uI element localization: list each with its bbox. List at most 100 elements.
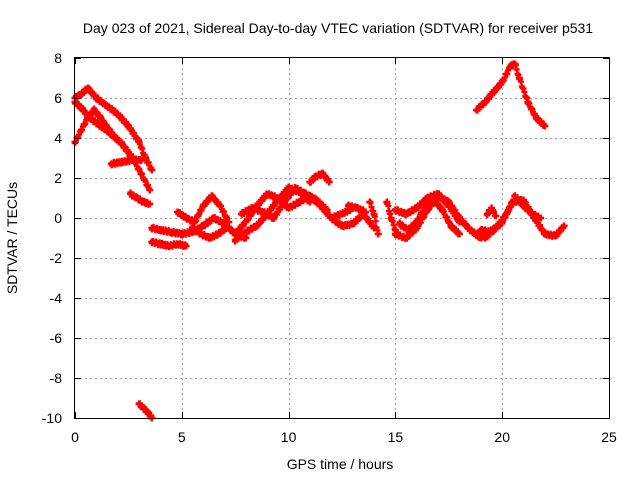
data-point <box>541 122 549 130</box>
data-point <box>231 236 239 244</box>
data-point <box>92 94 100 102</box>
y-tick-label: -10 <box>42 410 62 426</box>
data-marks <box>71 60 568 422</box>
data-point <box>312 196 320 204</box>
data-point <box>208 192 216 200</box>
data-point <box>206 234 214 242</box>
data-point <box>413 204 421 212</box>
series-arc-25 <box>473 60 549 130</box>
data-point <box>366 198 374 206</box>
data-point <box>402 210 410 218</box>
series-arc-23 <box>477 192 545 237</box>
data-point <box>137 170 145 178</box>
data-point <box>263 210 271 218</box>
data-point <box>107 160 115 168</box>
data-point <box>524 98 532 106</box>
data-point <box>285 204 293 212</box>
data-point <box>361 208 369 216</box>
data-point <box>112 134 120 142</box>
data-point <box>223 224 231 232</box>
data-point <box>306 198 314 206</box>
data-point <box>391 206 399 214</box>
data-point <box>421 202 429 210</box>
series-arc-17 <box>366 198 382 238</box>
data-point <box>167 228 175 236</box>
data-point <box>114 110 122 118</box>
data-point <box>214 230 222 238</box>
data-point <box>338 210 346 218</box>
data-point <box>532 114 540 122</box>
data-point <box>197 230 205 238</box>
data-point <box>312 172 320 180</box>
y-axis-label: SDTVAR / TECUs <box>4 182 20 294</box>
data-point <box>146 186 154 194</box>
data-point <box>285 184 293 192</box>
data-point <box>325 178 333 186</box>
data-point <box>135 138 143 146</box>
data-point <box>323 206 331 214</box>
data-point <box>97 114 105 122</box>
data-point <box>137 156 145 164</box>
data-point <box>306 178 314 186</box>
series-arc-14 <box>306 169 333 186</box>
data-point <box>148 224 156 232</box>
x-tick-label: 0 <box>71 429 79 445</box>
data-point <box>225 218 233 226</box>
data-point <box>445 202 453 210</box>
series-arc-9 <box>174 192 233 226</box>
x-tick-label: 5 <box>178 429 186 445</box>
series-arc-5 <box>127 189 154 208</box>
series-arc-20 <box>391 190 463 226</box>
data-point <box>396 220 404 228</box>
data-point <box>455 230 463 238</box>
data-point <box>295 198 303 206</box>
data-point <box>84 84 92 92</box>
data-point <box>477 226 485 234</box>
data-point <box>374 230 382 238</box>
data-point <box>148 238 156 246</box>
data-point <box>178 230 186 238</box>
data-point <box>139 198 147 206</box>
data-point <box>447 222 455 230</box>
data-point <box>541 230 549 238</box>
series-arc-18 <box>383 198 399 234</box>
data-point <box>511 192 519 200</box>
data-point <box>191 218 199 226</box>
data-point <box>502 210 510 218</box>
data-point <box>319 170 327 178</box>
x-axis-label: GPS time / hours <box>287 456 394 472</box>
data-point <box>103 102 111 110</box>
data-point <box>528 210 536 218</box>
data-point <box>280 198 288 206</box>
y-tick-label: -6 <box>50 330 63 346</box>
y-tick-label: -2 <box>50 250 63 266</box>
data-point <box>349 220 357 228</box>
data-point <box>552 232 560 240</box>
data-point <box>144 408 152 416</box>
data-point <box>391 230 399 238</box>
y-tick-label: 2 <box>54 170 62 186</box>
y-tick-label: 4 <box>54 130 62 146</box>
data-point <box>520 202 528 210</box>
x-tick-label: 20 <box>494 429 510 445</box>
series-arc-4 <box>107 155 145 169</box>
data-point <box>210 214 218 222</box>
series-arc-7 <box>148 238 190 251</box>
data-point <box>253 222 261 230</box>
data-point <box>485 228 493 236</box>
data-point <box>141 154 149 162</box>
data-point <box>295 188 303 196</box>
data-point <box>188 224 196 232</box>
data-point <box>84 114 92 122</box>
data-point <box>124 122 132 130</box>
data-point <box>135 400 143 408</box>
data-point <box>274 196 282 204</box>
data-point <box>402 234 410 242</box>
data-point <box>242 228 250 236</box>
series-arc-24 <box>483 204 500 220</box>
series-arc-16 <box>344 201 369 217</box>
data-point <box>560 222 568 230</box>
data-point <box>370 210 378 218</box>
data-point <box>182 242 190 250</box>
data-point <box>127 190 135 198</box>
